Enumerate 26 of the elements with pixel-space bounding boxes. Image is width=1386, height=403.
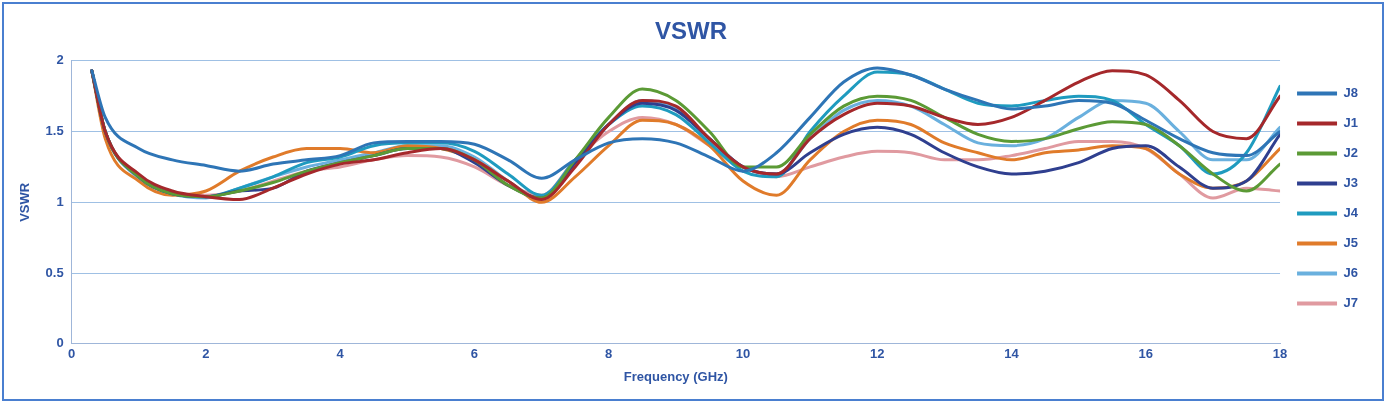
x-tick-label: 2 <box>202 346 210 362</box>
y-axis-title: VSWR <box>17 182 33 222</box>
legend-label: J6 <box>1343 265 1359 281</box>
y-tick-label: 1 <box>56 193 64 209</box>
x-tick-label: 6 <box>470 346 479 362</box>
legend-label: J2 <box>1343 145 1359 161</box>
legend-label: J1 <box>1343 115 1359 131</box>
legend-label: J8 <box>1343 85 1359 101</box>
x-tick-label: 12 <box>870 346 885 362</box>
y-tick-label: 0.5 <box>45 264 64 280</box>
x-tick-label: 0 <box>68 346 76 362</box>
y-tick-label: 0 <box>56 335 64 351</box>
x-tick-label: 14 <box>1004 346 1020 362</box>
x-tick-label: 18 <box>1272 346 1288 362</box>
chart-title: VSWR <box>655 17 727 45</box>
x-tick-label: 16 <box>1138 346 1154 362</box>
x-tick-label: 8 <box>605 346 613 362</box>
legend-label: J5 <box>1343 235 1359 251</box>
legend-label: J4 <box>1343 205 1359 221</box>
x-axis-title: Frequency (GHz) <box>623 368 728 384</box>
y-tick-label: 2 <box>56 52 64 68</box>
y-tick-label: 1.5 <box>45 123 64 139</box>
x-tick-label: 4 <box>336 346 345 362</box>
x-tick-label: 10 <box>735 346 751 362</box>
legend-label: J7 <box>1343 295 1359 311</box>
legend-label: J3 <box>1343 175 1359 191</box>
